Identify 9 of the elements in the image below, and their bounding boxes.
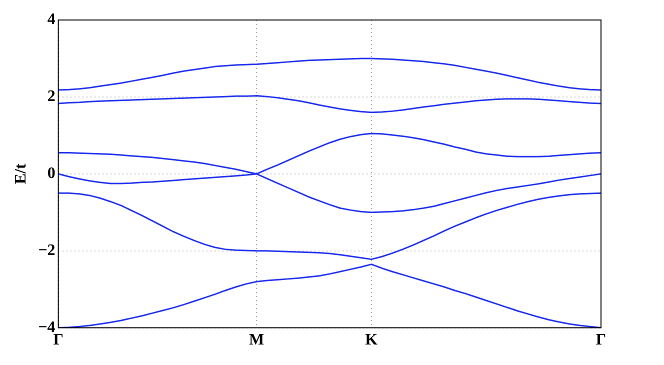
y-tick-label: 0 <box>47 165 56 182</box>
x-tick-label: Γ <box>596 332 606 349</box>
y-tick-label: −2 <box>38 242 56 259</box>
y-axis-title: E/t <box>12 163 30 184</box>
x-tick-label: K <box>365 332 378 349</box>
y-tick-label: 2 <box>47 88 56 106</box>
x-tick-label: Γ <box>53 332 64 349</box>
y-tick-label: 4 <box>47 11 56 28</box>
x-tick-label: M <box>249 332 264 349</box>
